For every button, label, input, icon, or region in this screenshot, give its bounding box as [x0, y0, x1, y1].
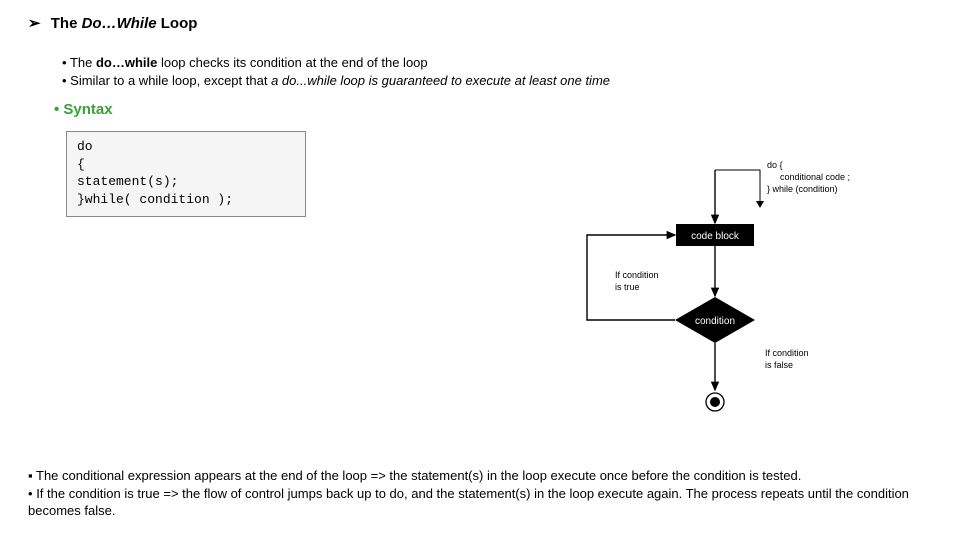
heading-prefix: The: [51, 15, 82, 32]
anno-line3: } while (condition): [767, 184, 838, 194]
anno-line1: do {: [767, 160, 783, 170]
bullet1-pre: The: [70, 55, 96, 70]
syntax-label: Syntax: [54, 101, 113, 118]
page-title: ➢ The Do…While Loop: [28, 14, 932, 32]
label-false-1: If condition: [765, 348, 809, 358]
footer-text-1: The conditional expression appears at th…: [36, 468, 801, 483]
bullet2-italic: a do...while loop is guaranteed to execu…: [271, 73, 610, 88]
footer-text-2: If the condition is true => the flow of …: [28, 486, 909, 519]
bullet1-post: loop checks its condition at the end of …: [157, 55, 427, 70]
heading-suffix: Loop: [157, 15, 198, 32]
flowchart-diagram: do { conditional code ; } while (conditi…: [555, 150, 865, 420]
bullet2-pre: Similar to a while loop, except that: [70, 73, 271, 88]
label-true-2: is true: [615, 282, 640, 292]
footer-line1: ▪ The conditional expression appears at …: [28, 467, 928, 485]
anno-line2: conditional code ;: [780, 172, 850, 182]
intro-bullets: The do…while loop checks its condition a…: [62, 54, 932, 89]
footer-marker-2: •: [28, 486, 33, 501]
label-false-2: is false: [765, 360, 793, 370]
footer-line2: • If the condition is true => the flow o…: [28, 485, 928, 520]
code-box: do { statement(s); }while( condition );: [66, 131, 306, 217]
footer-notes: ▪ The conditional expression appears at …: [28, 467, 928, 520]
footer-marker-1: ▪: [28, 468, 33, 483]
node-code-label: code block: [691, 231, 740, 242]
node-end-inner: [710, 397, 720, 407]
bullet1-bold: do…while: [96, 55, 157, 70]
label-true-1: If condition: [615, 270, 659, 280]
node-cond-label: condition: [695, 316, 735, 327]
intro-bullet-2: Similar to a while loop, except that a d…: [62, 72, 932, 90]
syntax-section: Syntax: [54, 101, 932, 119]
intro-bullet-1: The do…while loop checks its condition a…: [62, 54, 932, 72]
heading-marker: ➢: [28, 14, 41, 32]
heading-italic: Do…While: [82, 15, 157, 32]
